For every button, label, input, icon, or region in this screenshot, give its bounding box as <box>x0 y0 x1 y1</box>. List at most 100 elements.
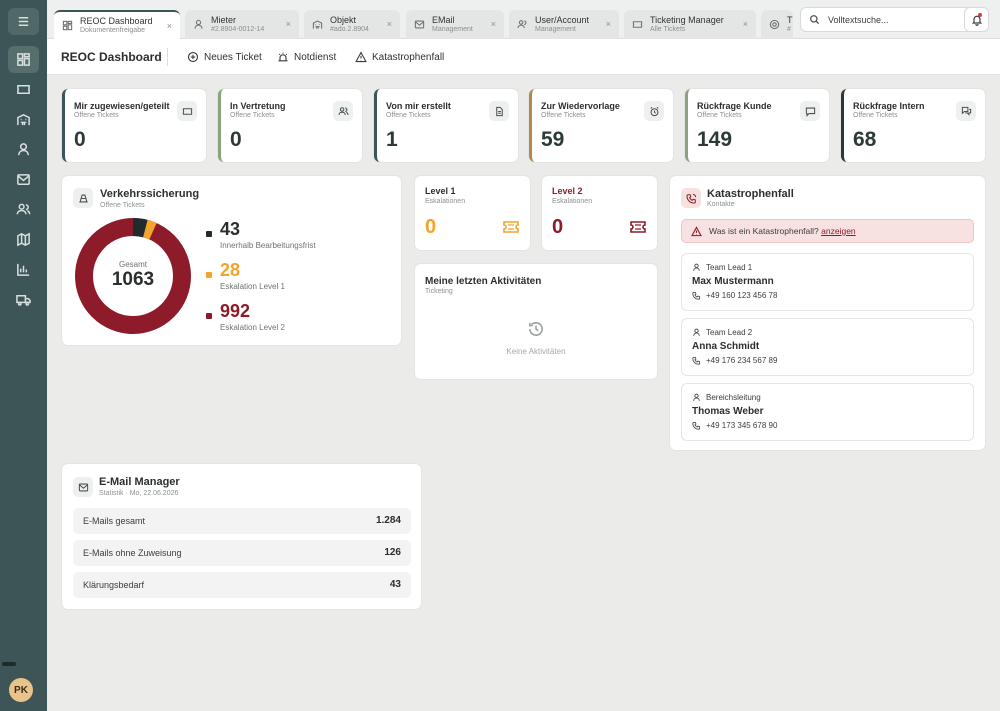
stat-card-created[interactable]: Von mir erstellt Offene Tickets 1 <box>374 89 518 162</box>
contact-card[interactable]: Bereichsleitung Thomas Weber +49 173 345… <box>681 383 974 441</box>
tab-subtitle: #2.8904-0012-14 <box>211 25 265 33</box>
tab-subtitle: #ado.2.8904 <box>330 25 369 33</box>
close-icon[interactable]: × <box>386 19 392 29</box>
traffic-safety-card[interactable]: Verkehrssicherung Offene Tickets Gesamt … <box>62 176 401 345</box>
sidebar-item-map[interactable] <box>8 226 39 253</box>
email-stat-row[interactable]: E-Mails ohne Zuweisung 126 <box>73 540 411 566</box>
tab-reoc-dashboard[interactable]: REOC Dashboard Dokumentenfreigabe × <box>54 10 180 39</box>
chats-icon <box>956 101 976 121</box>
card-subtitle: Offene Tickets <box>100 202 145 209</box>
sidebar-item-accounts[interactable] <box>8 196 39 223</box>
stat-value: 1 <box>386 128 398 151</box>
email-stat-row[interactable]: Klärungsbedarf 43 <box>73 572 411 598</box>
ticket-icon <box>503 221 519 233</box>
tab-email[interactable]: EMail Management × <box>406 10 504 39</box>
chat-icon <box>800 101 820 121</box>
stat-card-customer-query[interactable]: Rückfrage Kunde Offene Tickets 149 <box>685 89 829 162</box>
card-title: Level 2 <box>552 186 583 196</box>
notifications-button[interactable] <box>964 7 989 32</box>
cone-icon <box>73 188 93 208</box>
email-manager-card[interactable]: E-Mail Manager Statistik · Mo, 22.06.202… <box>62 464 421 609</box>
disaster-info-alert: Was ist ein Katastrophenfall? anzeigen <box>681 219 974 243</box>
contact-phone[interactable]: +49 173 345 678 90 <box>692 421 777 430</box>
stat-subtitle: Offene Tickets <box>386 112 431 119</box>
toolbar-divider <box>167 48 168 66</box>
page-title: REOC Dashboard <box>61 50 162 64</box>
hamburger-icon <box>18 17 29 26</box>
menu-button[interactable] <box>8 8 39 35</box>
legend-swatch <box>206 231 212 237</box>
avatar[interactable]: PK <box>9 678 33 702</box>
stat-subtitle: Offene Tickets <box>74 112 119 119</box>
tab-user-account[interactable]: User/Account Management × <box>509 10 619 39</box>
dashboard-icon <box>62 20 73 31</box>
phone-icon <box>692 356 701 365</box>
siren-icon <box>278 52 288 62</box>
stat-card-followup[interactable]: Zur Wiedervorlage Offene Tickets 59 <box>529 89 673 162</box>
contact-phone[interactable]: +49 176 234 567 89 <box>692 356 777 365</box>
legend-value: 43 <box>220 219 241 239</box>
sidebar-item-tickets[interactable] <box>8 76 39 103</box>
close-icon[interactable]: × <box>605 19 611 29</box>
card-title: Meine letzten Aktivitäten <box>425 276 542 287</box>
level1-card[interactable]: Level 1 Eskalationen 0 <box>415 176 530 250</box>
building-icon <box>17 113 30 126</box>
phone-icon <box>692 291 701 300</box>
donut-center-value: 1063 <box>111 269 155 290</box>
close-icon[interactable]: × <box>285 19 291 29</box>
sidebar-handle[interactable] <box>2 662 16 666</box>
disaster-button[interactable]: Katastrophenfall <box>355 51 444 63</box>
sidebar-item-objects[interactable] <box>8 106 39 133</box>
email-stat-row[interactable]: E-Mails gesamt 1.284 <box>73 508 411 534</box>
stat-title: In Vertretung <box>230 101 286 111</box>
new-ticket-label: Neues Ticket <box>204 51 262 63</box>
phone-icon <box>692 421 701 430</box>
sidebar-item-tenants[interactable] <box>8 136 39 163</box>
contact-role: Team Lead 1 <box>692 263 752 272</box>
tab-ticketing-manager[interactable]: Ticketing Manager Alle Tickets × <box>624 10 756 39</box>
stat-card-substitute[interactable]: In Vertretung Offene Tickets 0 <box>218 89 362 162</box>
legend-label: Innerhalb Bearbeitungsfrist <box>220 241 316 250</box>
contact-phone[interactable]: +49 160 123 456 78 <box>692 291 777 300</box>
tab-partial[interactable]: T # <box>761 10 793 39</box>
stat-title: Rückfrage Kunde <box>697 101 772 111</box>
stat-card-internal-query[interactable]: Rückfrage Intern Offene Tickets 68 <box>841 89 985 162</box>
tab-subtitle: Dokumentenfreigabe <box>80 26 145 34</box>
sidebar-item-dashboard[interactable] <box>8 46 39 73</box>
stat-subtitle: Offene Tickets <box>697 112 742 119</box>
legend-item-level1: 28 Eskalation Level 1 <box>206 260 285 291</box>
user-icon <box>693 263 700 271</box>
legend-item-level2: 992 Eskalation Level 2 <box>206 301 285 332</box>
sidebar-item-logistics[interactable] <box>8 286 39 313</box>
truck-icon <box>16 295 31 306</box>
search-input[interactable]: Volltextsuche... <box>800 7 988 32</box>
stat-card-assigned[interactable]: Mir zugewiesen/geteilt Offene Tickets 0 <box>62 89 206 162</box>
recent-activities-card[interactable]: Meine letzten Aktivitäten Ticketing Kein… <box>415 264 657 379</box>
close-icon[interactable]: × <box>490 19 496 29</box>
user-icon <box>194 19 203 29</box>
contact-card[interactable]: Team Lead 2 Anna Schmidt +49 176 234 567… <box>681 318 974 376</box>
level2-card[interactable]: Level 2 Eskalationen 0 <box>542 176 657 250</box>
tab-objekt[interactable]: Objekt #ado.2.8904 × <box>304 10 400 39</box>
close-icon[interactable]: × <box>742 19 748 29</box>
contact-card[interactable]: Team Lead 1 Max Mustermann +49 160 123 4… <box>681 253 974 311</box>
alert-link[interactable]: anzeigen <box>821 226 856 236</box>
ticket-icon <box>630 221 646 233</box>
email-stat-label: E-Mails gesamt <box>83 516 146 526</box>
sidebar-item-reports[interactable] <box>8 256 39 283</box>
emergency-service-button[interactable]: Notdienst <box>277 51 336 63</box>
stat-subtitle: Offene Tickets <box>230 112 275 119</box>
tab-mieter[interactable]: Mieter #2.8904-0012-14 × <box>185 10 299 39</box>
legend-value: 28 <box>220 260 241 280</box>
new-ticket-button[interactable]: Neues Ticket <box>187 51 262 63</box>
disaster-card[interactable]: Katastrophenfall Kontakte Was ist ein Ka… <box>670 176 985 450</box>
card-title: Verkehrssicherung <box>100 188 200 200</box>
stat-title: Rückfrage Intern <box>853 101 925 111</box>
notification-dot <box>978 13 982 17</box>
mail-icon <box>17 174 30 185</box>
close-icon[interactable]: × <box>166 21 172 31</box>
tab-title: Objekt <box>330 15 357 26</box>
sidebar-item-email[interactable] <box>8 166 39 193</box>
card-title: E-Mail Manager <box>99 476 180 488</box>
search-icon <box>810 15 820 25</box>
